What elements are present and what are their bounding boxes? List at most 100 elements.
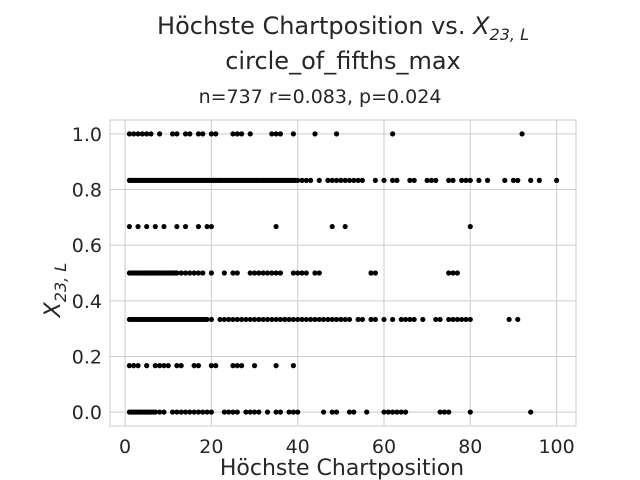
title-var-sub: 23, L xyxy=(490,25,529,44)
data-point xyxy=(251,270,258,276)
data-point xyxy=(333,316,340,323)
x-tick-label: 40 xyxy=(286,436,310,458)
data-point xyxy=(329,177,335,183)
data-point xyxy=(256,270,262,276)
data-point xyxy=(264,270,271,276)
data-point xyxy=(303,316,309,323)
data-point xyxy=(299,270,305,276)
data-point xyxy=(251,316,258,323)
data-point xyxy=(135,363,141,369)
data-point xyxy=(355,316,361,323)
data-point xyxy=(303,270,309,276)
data-point xyxy=(333,177,340,183)
data-point xyxy=(463,316,469,323)
data-point xyxy=(467,316,473,323)
data-point xyxy=(502,177,508,183)
data-point xyxy=(290,270,296,276)
data-point xyxy=(390,316,396,323)
data-point xyxy=(381,177,387,183)
data-point xyxy=(515,316,521,323)
data-point xyxy=(217,316,223,323)
data-point xyxy=(506,316,512,323)
data-point xyxy=(230,363,236,369)
data-point xyxy=(329,316,335,323)
data-point xyxy=(195,409,202,415)
data-point xyxy=(264,316,271,323)
data-point xyxy=(208,409,214,415)
data-point xyxy=(174,131,180,137)
data-point xyxy=(420,316,426,323)
data-point xyxy=(381,409,387,415)
data-point xyxy=(424,177,430,183)
data-point xyxy=(182,270,189,276)
data-point xyxy=(342,316,348,323)
data-point xyxy=(484,177,491,183)
data-point xyxy=(213,363,219,369)
data-point xyxy=(308,177,314,183)
data-point xyxy=(221,270,227,276)
data-point xyxy=(135,131,141,137)
data-points xyxy=(126,131,560,415)
data-point xyxy=(398,316,404,323)
data-point xyxy=(234,363,240,369)
data-point xyxy=(204,223,210,230)
x-tick-label: 80 xyxy=(458,436,482,458)
data-point xyxy=(230,409,236,415)
data-point xyxy=(342,177,348,183)
data-point xyxy=(342,223,348,230)
data-point xyxy=(467,409,473,415)
data-point xyxy=(346,316,353,323)
y-tick-labels: 0.0 0.2 0.4 0.6 0.8 1.0 xyxy=(72,124,102,424)
data-point xyxy=(139,131,145,137)
data-point xyxy=(467,177,473,183)
data-point xyxy=(290,363,296,369)
data-point xyxy=(394,409,400,415)
data-point xyxy=(290,409,296,415)
data-point xyxy=(152,223,158,230)
data-point xyxy=(195,363,202,369)
data-point xyxy=(182,223,189,230)
data-point xyxy=(247,131,253,137)
data-point xyxy=(528,409,534,415)
x-tick-label: 60 xyxy=(372,436,396,458)
y-tick-label: 0.2 xyxy=(72,346,102,368)
data-point xyxy=(152,409,158,415)
y-tick-label: 0.4 xyxy=(72,291,102,313)
data-point xyxy=(390,409,396,415)
data-point xyxy=(325,316,331,323)
data-point xyxy=(372,316,378,323)
data-point xyxy=(269,316,275,323)
data-point xyxy=(165,363,171,369)
data-point xyxy=(467,223,473,230)
data-point xyxy=(157,131,163,137)
data-point xyxy=(510,177,517,183)
data-point xyxy=(182,409,189,415)
data-point xyxy=(208,270,214,276)
data-point xyxy=(411,316,417,323)
data-point xyxy=(126,223,133,230)
data-point xyxy=(144,363,150,369)
data-point xyxy=(208,316,214,323)
data-point xyxy=(243,409,249,415)
data-point xyxy=(269,131,275,137)
data-point xyxy=(148,131,154,137)
data-point xyxy=(135,223,141,230)
data-point xyxy=(273,363,279,369)
data-point xyxy=(243,316,249,323)
data-point xyxy=(433,177,439,183)
data-point xyxy=(372,177,378,183)
data-point xyxy=(131,131,137,137)
data-point xyxy=(144,223,150,230)
data-point xyxy=(178,270,184,276)
data-point xyxy=(441,409,447,415)
data-point xyxy=(230,270,236,276)
data-point xyxy=(161,223,167,230)
data-point xyxy=(221,409,227,415)
data-point xyxy=(364,409,370,415)
data-point xyxy=(251,409,258,415)
y-tick-label: 0.0 xyxy=(72,402,102,424)
data-point xyxy=(273,316,279,323)
data-point xyxy=(433,316,439,323)
data-point xyxy=(273,131,279,137)
